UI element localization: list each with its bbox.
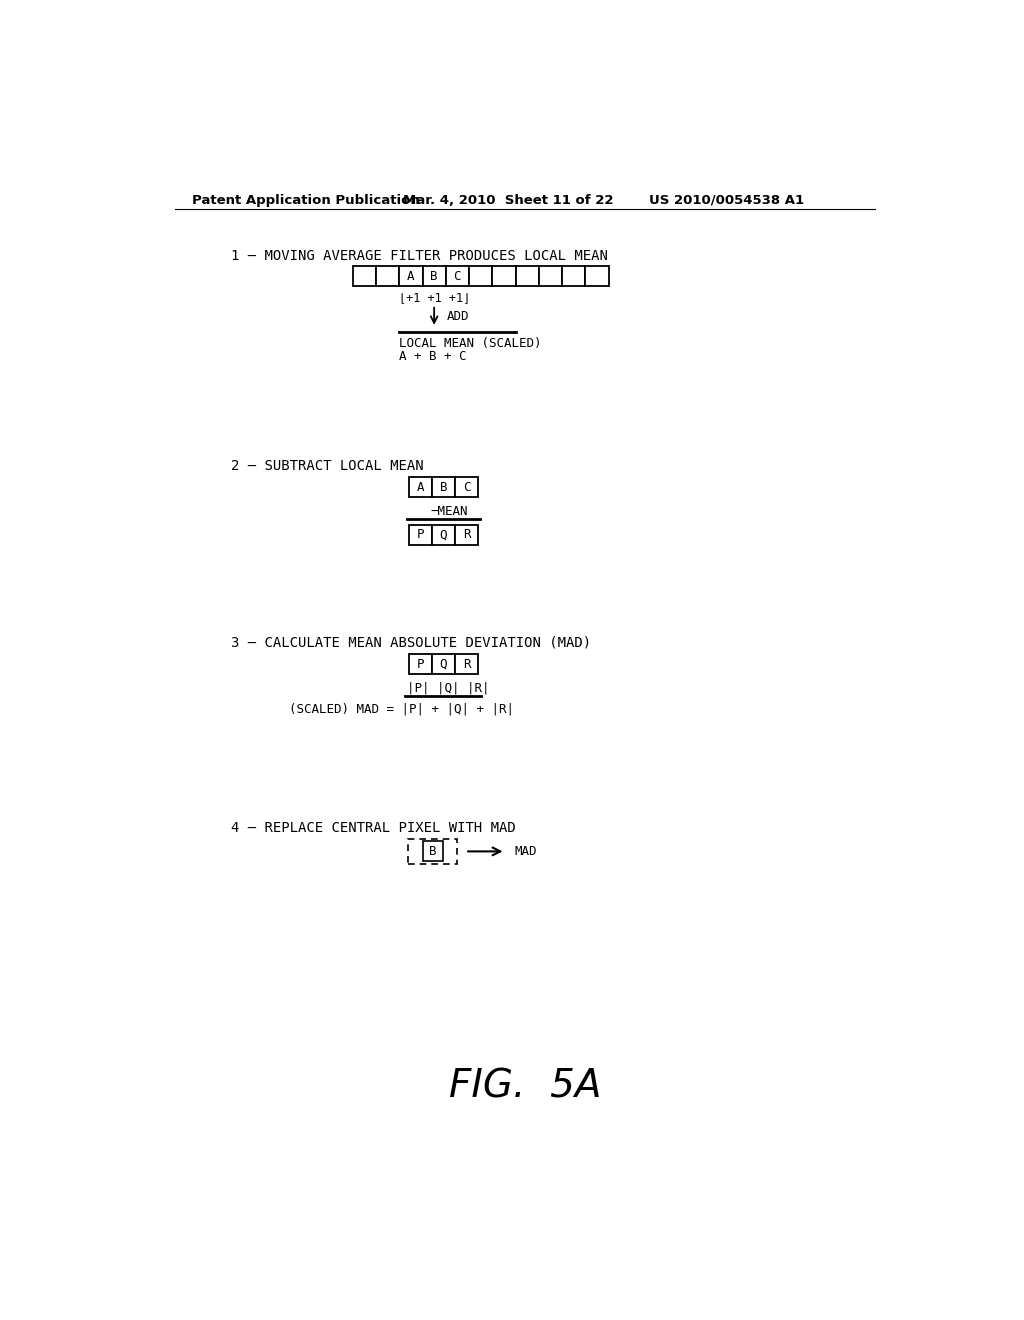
- Text: ⌊+1 +1 +1⌋: ⌊+1 +1 +1⌋: [399, 290, 470, 304]
- Bar: [432, 655, 455, 675]
- Text: 2 – SUBTRACT LOCAL MEAN: 2 – SUBTRACT LOCAL MEAN: [231, 459, 424, 473]
- Text: Q: Q: [439, 657, 447, 671]
- Text: A: A: [408, 269, 415, 282]
- Bar: [455, 655, 478, 675]
- Text: C: C: [463, 480, 470, 494]
- Bar: [409, 525, 432, 545]
- Text: B: B: [429, 845, 436, 858]
- Bar: [432, 478, 455, 498]
- Bar: [408, 840, 458, 863]
- Text: 3 – CALCULATE MEAN ABSOLUTE DEVIATION (MAD): 3 – CALCULATE MEAN ABSOLUTE DEVIATION (M…: [231, 636, 591, 649]
- Text: 1 – MOVING AVERAGE FILTER PRODUCES LOCAL MEAN: 1 – MOVING AVERAGE FILTER PRODUCES LOCAL…: [231, 249, 608, 263]
- Bar: [455, 525, 478, 545]
- Text: R: R: [463, 657, 470, 671]
- Text: C: C: [454, 269, 461, 282]
- Text: 4 – REPLACE CENTRAL PIXEL WITH MAD: 4 – REPLACE CENTRAL PIXEL WITH MAD: [231, 821, 516, 834]
- Text: B: B: [439, 480, 447, 494]
- Bar: [455, 478, 478, 498]
- Bar: [376, 267, 399, 286]
- Text: Q: Q: [439, 528, 447, 541]
- Text: US 2010/0054538 A1: US 2010/0054538 A1: [649, 194, 804, 207]
- Bar: [469, 267, 493, 286]
- Bar: [432, 525, 455, 545]
- Text: R: R: [463, 528, 470, 541]
- Bar: [493, 267, 515, 286]
- Text: |P| |Q| |R|: |P| |Q| |R|: [407, 682, 489, 696]
- Bar: [423, 267, 445, 286]
- Text: −MEAN: −MEAN: [430, 506, 468, 517]
- Text: FIG.  5A: FIG. 5A: [449, 1068, 601, 1105]
- Text: ADD: ADD: [446, 310, 469, 323]
- Bar: [409, 478, 432, 498]
- Text: (SCALED) MAD = |P| + |Q| + |R|: (SCALED) MAD = |P| + |Q| + |R|: [289, 702, 514, 715]
- Text: Mar. 4, 2010  Sheet 11 of 22: Mar. 4, 2010 Sheet 11 of 22: [403, 194, 613, 207]
- Text: B: B: [430, 269, 438, 282]
- Text: LOCAL MEAN (SCALED): LOCAL MEAN (SCALED): [399, 337, 542, 350]
- Bar: [423, 841, 442, 862]
- Bar: [409, 655, 432, 675]
- Bar: [562, 267, 586, 286]
- Bar: [445, 267, 469, 286]
- Bar: [539, 267, 562, 286]
- Text: A + B + C: A + B + C: [399, 350, 467, 363]
- Bar: [586, 267, 608, 286]
- Text: A: A: [417, 480, 424, 494]
- Text: P: P: [417, 657, 424, 671]
- Bar: [399, 267, 423, 286]
- Text: P: P: [417, 528, 424, 541]
- Bar: [515, 267, 539, 286]
- Text: Patent Application Publication: Patent Application Publication: [191, 194, 419, 207]
- Text: MAD: MAD: [515, 845, 538, 858]
- Bar: [352, 267, 376, 286]
